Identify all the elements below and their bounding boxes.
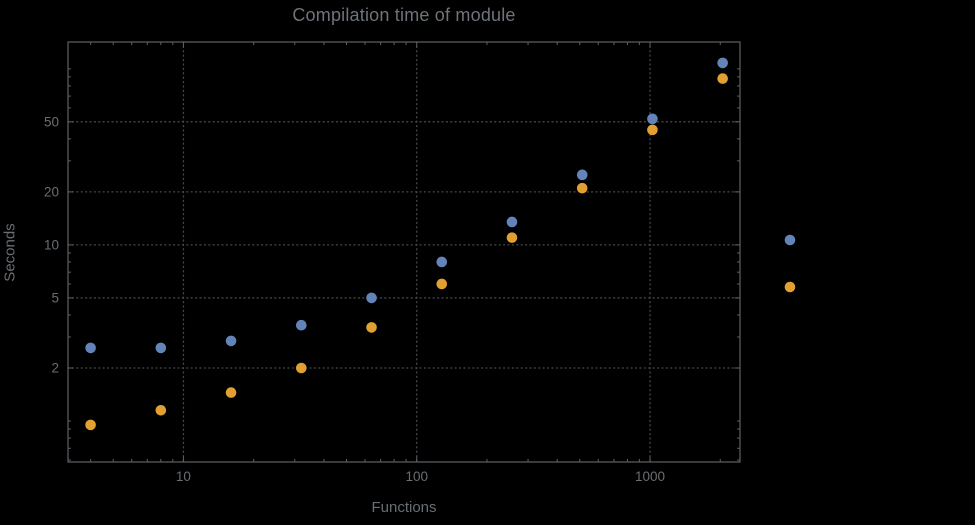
x-axis-label: Functions [371, 499, 437, 516]
chart-title: Compilation time of module [292, 5, 516, 25]
data-point-series-2 [155, 405, 167, 416]
legend-marker-series-1 [784, 234, 796, 246]
y-axis-label: Seconds [1, 223, 19, 282]
y-tick-label: 10 [44, 237, 59, 252]
data-point-series-1 [576, 169, 588, 181]
data-point-series-2 [85, 419, 96, 431]
legend-marker-series-2 [784, 281, 796, 293]
x-tick-label: 10 [176, 469, 191, 484]
y-tick-label: 5 [51, 290, 59, 305]
data-point-series-2 [717, 73, 728, 84]
data-point-series-2 [295, 362, 307, 374]
data-point-series-2 [576, 182, 588, 194]
data-point-series-1 [436, 256, 448, 268]
data-point-series-2 [436, 278, 448, 290]
y-tick-label: 50 [44, 114, 59, 129]
data-point-series-1 [85, 342, 96, 354]
data-point-series-1 [366, 292, 377, 304]
data-point-series-2 [225, 387, 237, 398]
data-point-series-1 [647, 113, 658, 125]
x-tick-label: 1000 [635, 469, 665, 484]
data-point-series-1 [717, 57, 728, 69]
plot-frame [67, 41, 741, 463]
x-tick-label: 100 [405, 469, 428, 484]
y-tick-label: 2 [51, 360, 59, 375]
data-point-series-1 [506, 216, 518, 228]
data-point-series-1 [225, 335, 237, 347]
data-point-series-2 [647, 124, 658, 136]
data-point-series-1 [295, 319, 307, 331]
data-point-series-2 [366, 322, 377, 333]
data-point-series-1 [155, 342, 167, 354]
y-tick-label: 20 [44, 184, 59, 199]
data-point-series-2 [506, 232, 518, 243]
